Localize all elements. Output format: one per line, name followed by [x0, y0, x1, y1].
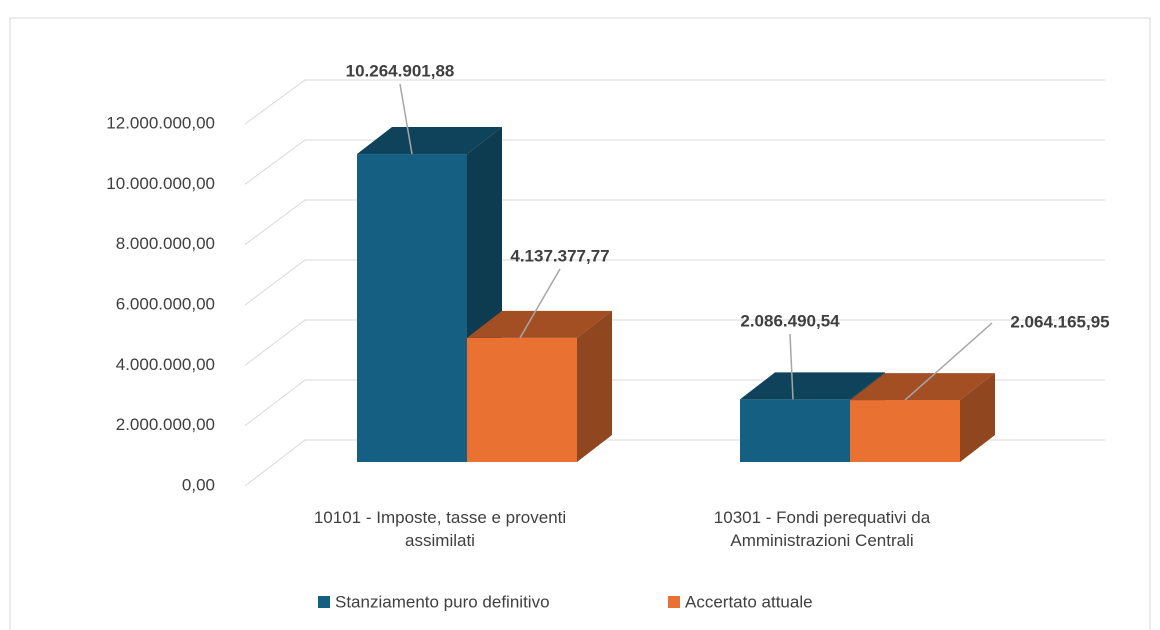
bar-top — [740, 372, 885, 400]
chart-border — [9, 17, 1151, 630]
legend-swatch — [668, 596, 680, 608]
bar-side — [577, 310, 612, 462]
x-tick-label: 10301 - Fondi perequativi da Amministraz… — [713, 508, 931, 550]
y-tick-label: 4.000.000,00 — [116, 355, 215, 374]
leader-line — [789, 333, 794, 400]
y-tick-label: 8.000.000,00 — [116, 234, 215, 253]
bar-front — [467, 337, 577, 462]
legend-label: Stanziamento puro definitivo — [335, 592, 550, 611]
bar-front — [740, 399, 850, 462]
data-label: 2.086.490,54 — [740, 311, 840, 330]
grid-line — [244, 319, 1105, 366]
grid-line — [244, 199, 1105, 246]
bar-side — [960, 373, 995, 462]
data-label: 10.264.901,88 — [346, 61, 455, 80]
bar-top — [467, 310, 612, 338]
legend-swatch — [318, 596, 330, 608]
leader-line — [519, 268, 561, 339]
y-tick-label: 12.000.000,00 — [106, 113, 215, 132]
bar-front — [357, 154, 467, 462]
bar-front — [850, 400, 960, 462]
grid-line — [244, 79, 1105, 125]
grid-line — [244, 139, 1105, 185]
y-tick-label: 6.000.000,00 — [116, 294, 215, 313]
legend-label: Accertato attuale — [685, 592, 813, 611]
grid-line — [244, 259, 1105, 306]
bar-top — [850, 373, 995, 401]
data-label: 4.137.377,77 — [510, 246, 609, 265]
leader-line — [904, 322, 993, 401]
y-tick-label: 0,00 — [182, 475, 215, 494]
data-label: 2.064.165,95 — [1010, 312, 1109, 331]
x-tick-label: 10101 - Imposte, tasse e proventi assimi… — [313, 508, 567, 550]
bar-top — [357, 127, 502, 155]
y-tick-label: 2.000.000,00 — [116, 415, 215, 434]
y-tick-label: 10.000.000,00 — [106, 174, 215, 193]
leader-line — [399, 83, 413, 155]
